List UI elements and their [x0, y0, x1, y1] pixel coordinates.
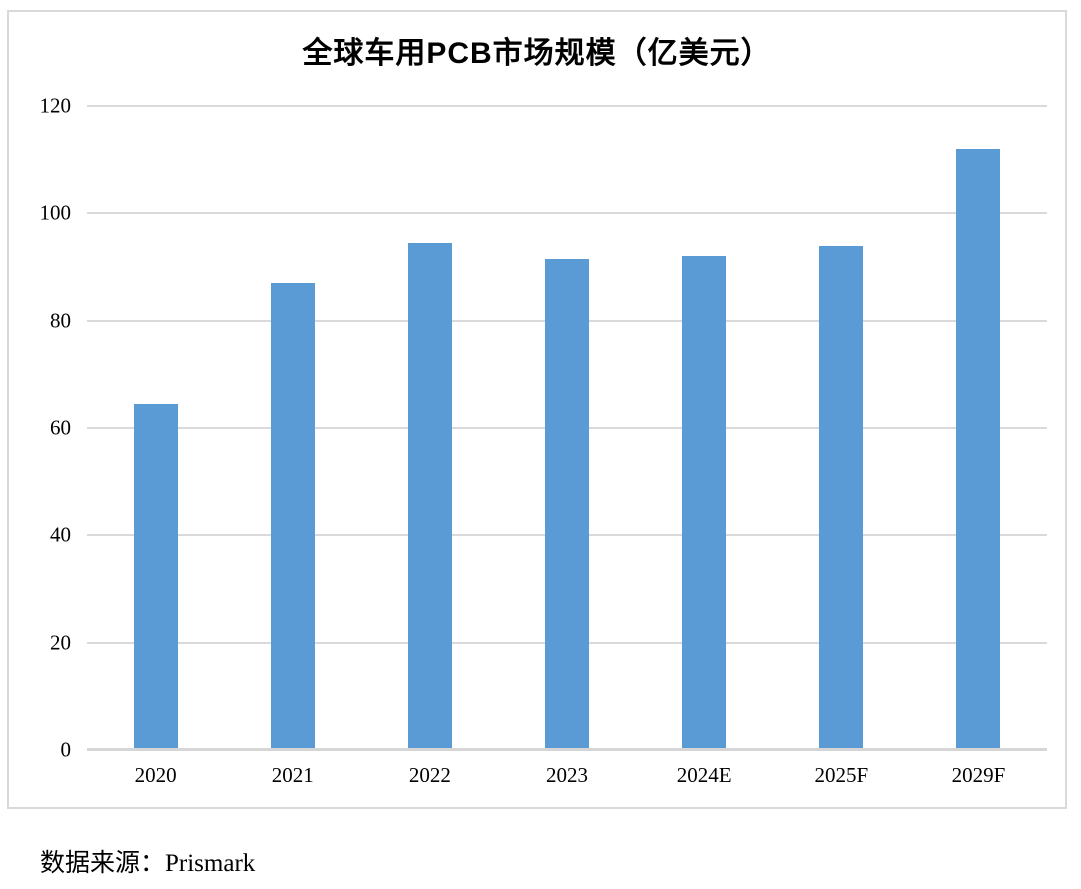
y-tick-label: 100 [39, 200, 72, 225]
x-tick-label: 2029F [951, 763, 1006, 787]
bar-2023 [545, 258, 589, 750]
y-tick-label: 60 [50, 415, 71, 440]
x-tick-label: 2025F [814, 763, 869, 787]
chart-title: 全球车用PCB市场规模（亿美元） [302, 37, 772, 70]
y-tick-label: 120 [39, 93, 72, 118]
bar-2029F [956, 148, 1001, 750]
y-tick-label: 80 [50, 308, 71, 333]
x-tick-label: 2024E [676, 763, 732, 787]
x-axis-line [87, 748, 1047, 751]
gridline [87, 212, 1047, 215]
chart-container: 全球车用PCB市场规模（亿美元） 0 20 40 60 80 100 120 2020 2021… [7, 10, 1067, 809]
y-tick-label: 20 [50, 630, 71, 655]
plot-area: 0 20 40 60 80 100 120 2020 2021 2022 2023 2024E 2025… [40, 95, 1047, 786]
bar-2022 [407, 242, 452, 750]
bar-2024E [682, 256, 727, 750]
y-tick-label: 0 [60, 737, 72, 762]
x-tick-label: 2020 [134, 763, 177, 787]
y-tick-label: 40 [50, 522, 71, 547]
bar-2025F [819, 245, 864, 750]
bar-2021 [270, 283, 315, 750]
x-tick-label: 2022 [408, 763, 451, 787]
bar-2020 [133, 403, 178, 750]
gridline [87, 105, 1047, 107]
x-tick-label: 2023 [546, 763, 588, 787]
x-tick-label: 2021 [271, 763, 314, 787]
data-source-note: 数据来源：Prismark [40, 850, 256, 877]
